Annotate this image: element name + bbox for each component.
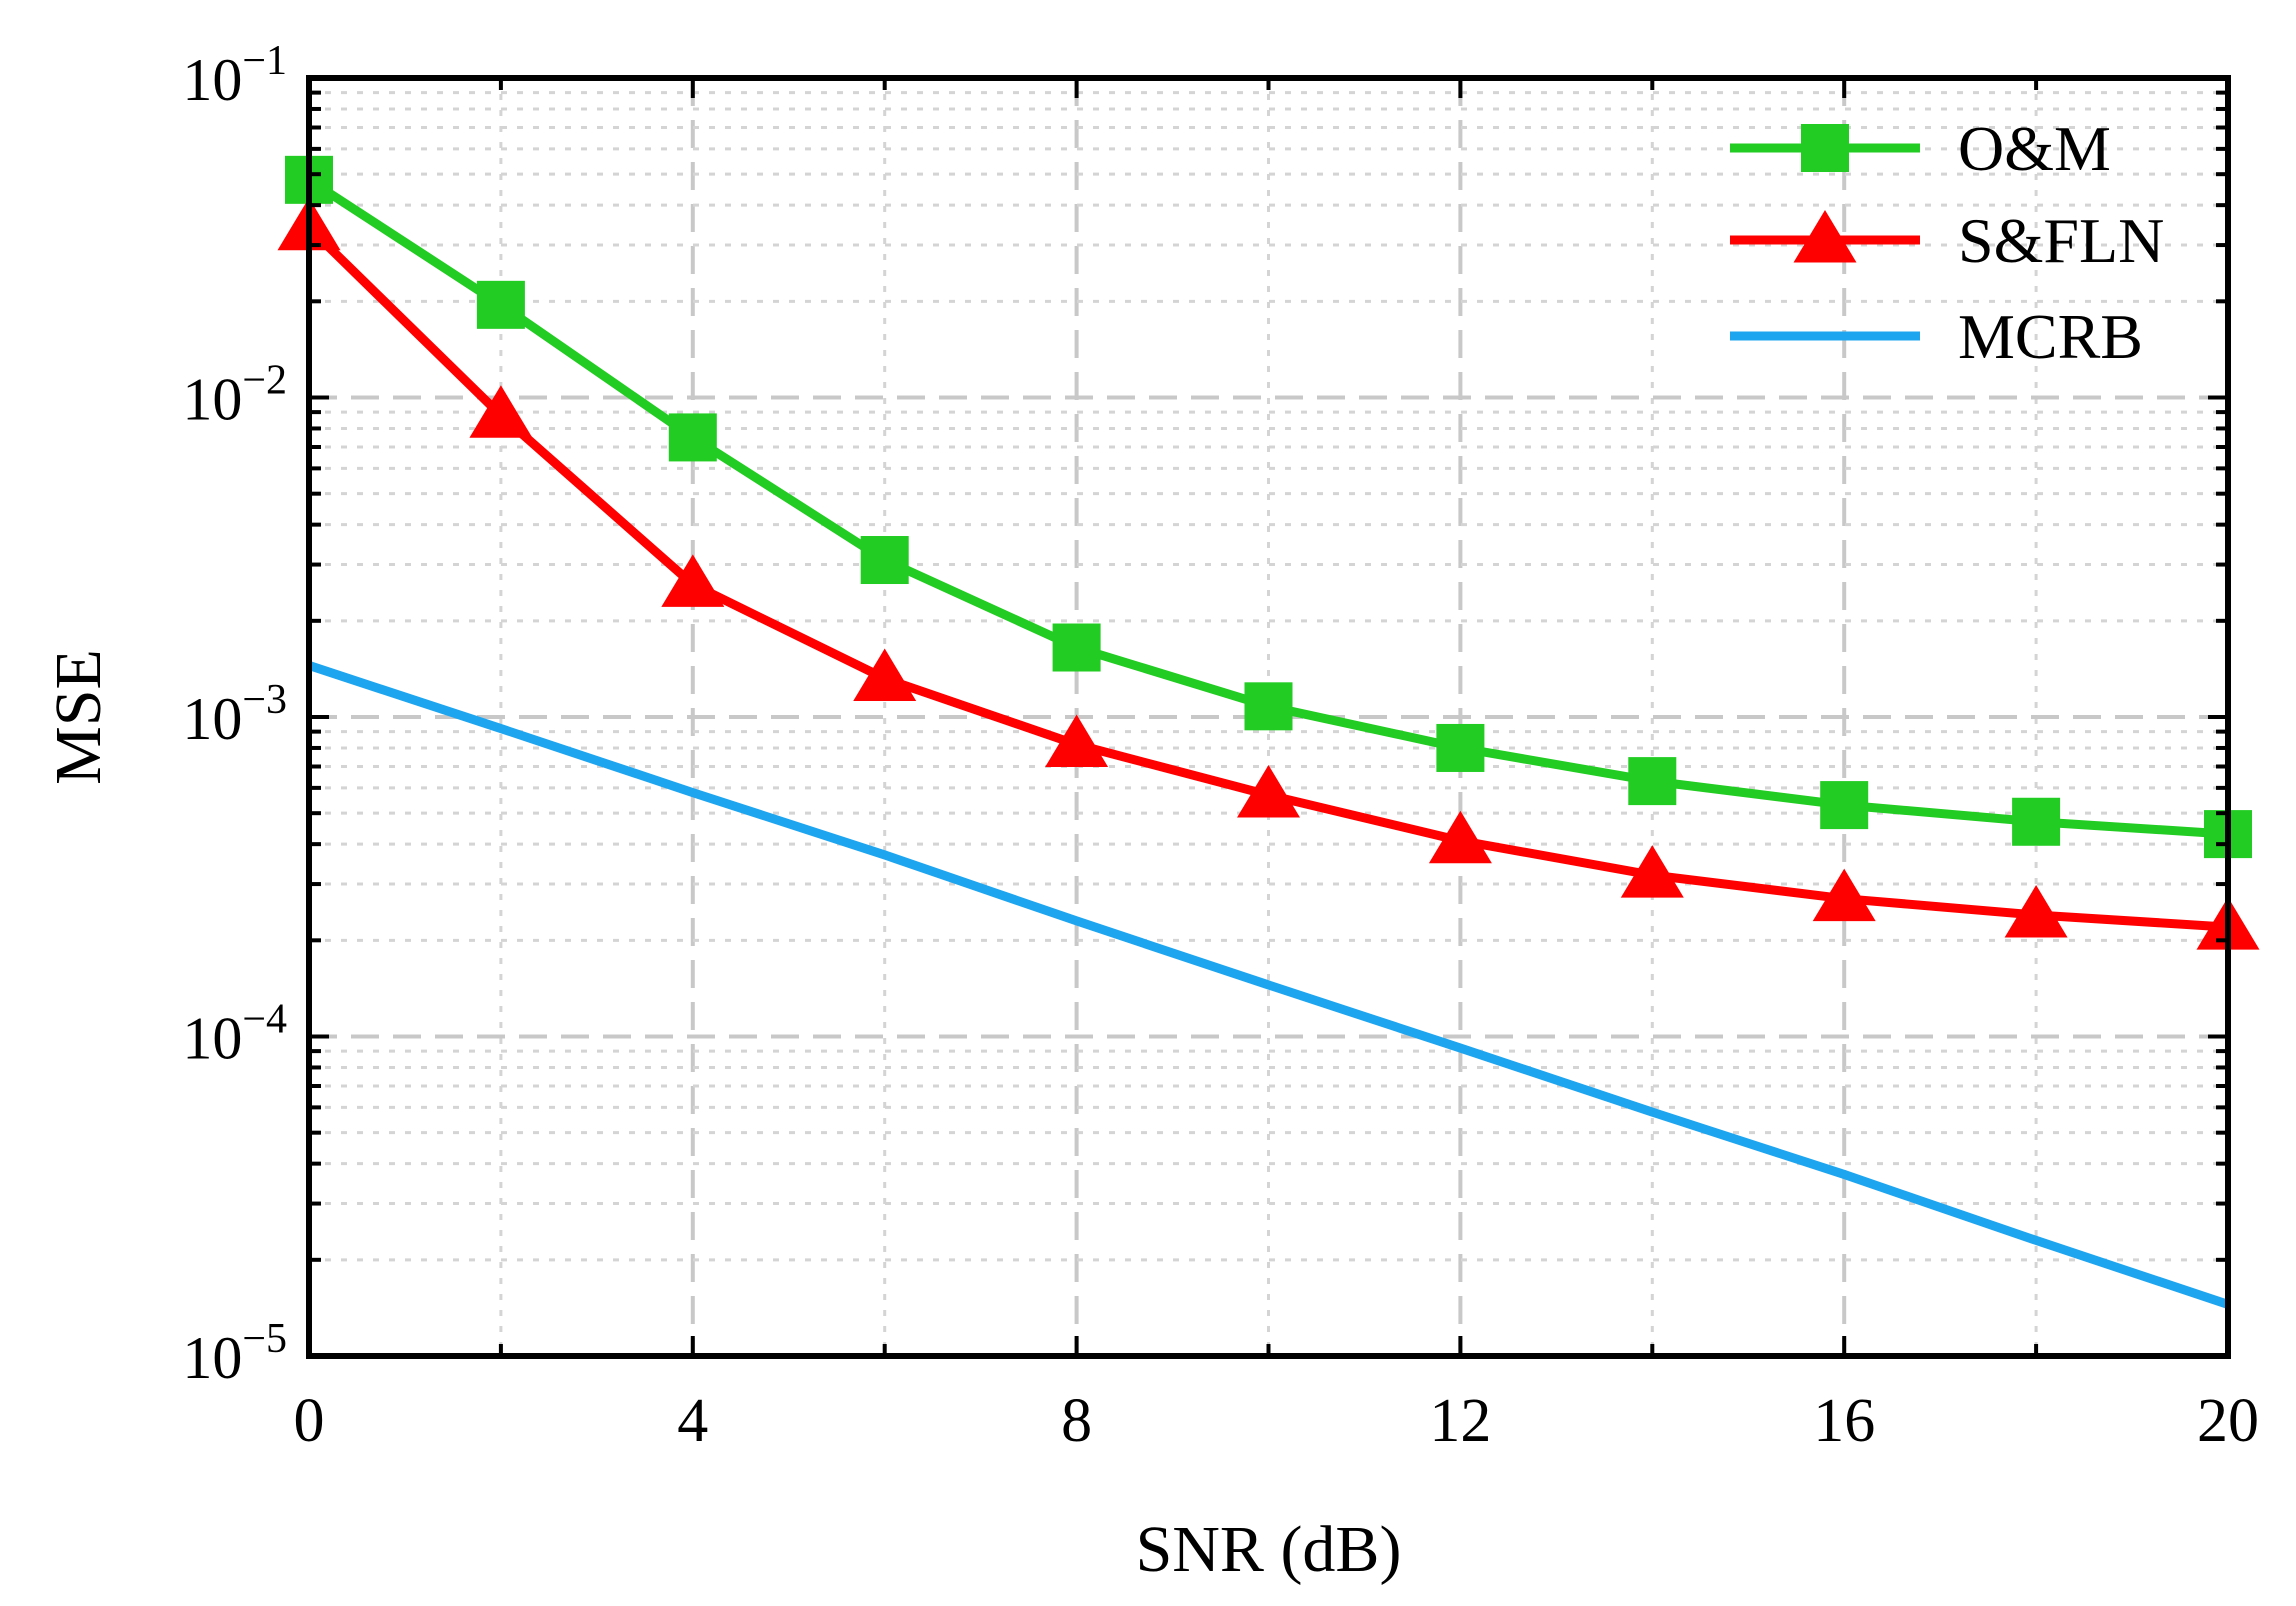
data-point-o-m bbox=[2012, 797, 2061, 846]
y-tick-label: 10−3 bbox=[182, 677, 287, 752]
data-point-o-m bbox=[1628, 757, 1677, 806]
x-tick-label: 0 bbox=[294, 1387, 325, 1455]
series-o-m bbox=[285, 155, 2252, 859]
y-axis-title: MSE bbox=[42, 649, 115, 785]
data-point-s-fln bbox=[1045, 714, 1109, 768]
legend-marker-s-fln bbox=[1793, 210, 1857, 263]
legend-item-o-m: O&M bbox=[1730, 113, 2111, 184]
series-line-mcrb bbox=[307, 661, 2230, 1309]
legend-item-mcrb: MCRB bbox=[1730, 301, 2143, 372]
data-point-s-fln bbox=[2004, 885, 2068, 938]
y-tick-label: 10−1 bbox=[182, 38, 287, 113]
data-point-o-m bbox=[668, 413, 717, 462]
legend-label-s-fln: S&FLN bbox=[1958, 205, 2164, 276]
legend-marker-o-m bbox=[1801, 124, 1849, 172]
data-point-o-m bbox=[1436, 723, 1485, 772]
data-point-s-fln bbox=[1428, 810, 1492, 864]
x-tick-label: 20 bbox=[2197, 1387, 2259, 1455]
x-tick-label: 16 bbox=[1813, 1387, 1875, 1455]
data-point-s-fln bbox=[469, 385, 533, 438]
data-point-s-fln bbox=[1812, 868, 1876, 922]
data-point-s-fln bbox=[1620, 845, 1684, 898]
series-s-fln bbox=[277, 197, 2260, 950]
legend-label-mcrb: MCRB bbox=[1958, 301, 2143, 372]
y-tick-label: 10−4 bbox=[182, 997, 287, 1072]
x-tick-label: 12 bbox=[1429, 1387, 1491, 1455]
data-point-s-fln bbox=[1237, 764, 1300, 818]
axis-ticks bbox=[307, 76, 2230, 1358]
x-axis-title: SNR (dB) bbox=[1136, 1513, 1402, 1586]
data-point-o-m bbox=[1820, 781, 1869, 830]
series-layer bbox=[277, 155, 2260, 1309]
data-point-o-m bbox=[476, 280, 525, 329]
data-point-s-fln bbox=[661, 554, 725, 607]
y-tick-label: 10−2 bbox=[182, 358, 287, 433]
legend-label-o-m: O&M bbox=[1958, 113, 2111, 184]
data-point-o-m bbox=[1244, 682, 1293, 731]
y-tick-label: 10−5 bbox=[182, 1316, 287, 1391]
tick-labels: 0 4 8 12 16 20 10−5 10−4 10−3 10−2 10−1 bbox=[182, 38, 2259, 1455]
x-tick-label: 4 bbox=[677, 1387, 708, 1455]
data-point-o-m bbox=[1052, 623, 1101, 672]
data-point-o-m bbox=[860, 536, 909, 585]
data-point-s-fln bbox=[853, 648, 917, 701]
legend: O&M S&FLN MCRB bbox=[1730, 113, 2164, 372]
x-tick-label: 8 bbox=[1061, 1387, 1092, 1455]
legend-item-s-fln: S&FLN bbox=[1730, 205, 2164, 276]
series-mcrb bbox=[307, 661, 2230, 1309]
